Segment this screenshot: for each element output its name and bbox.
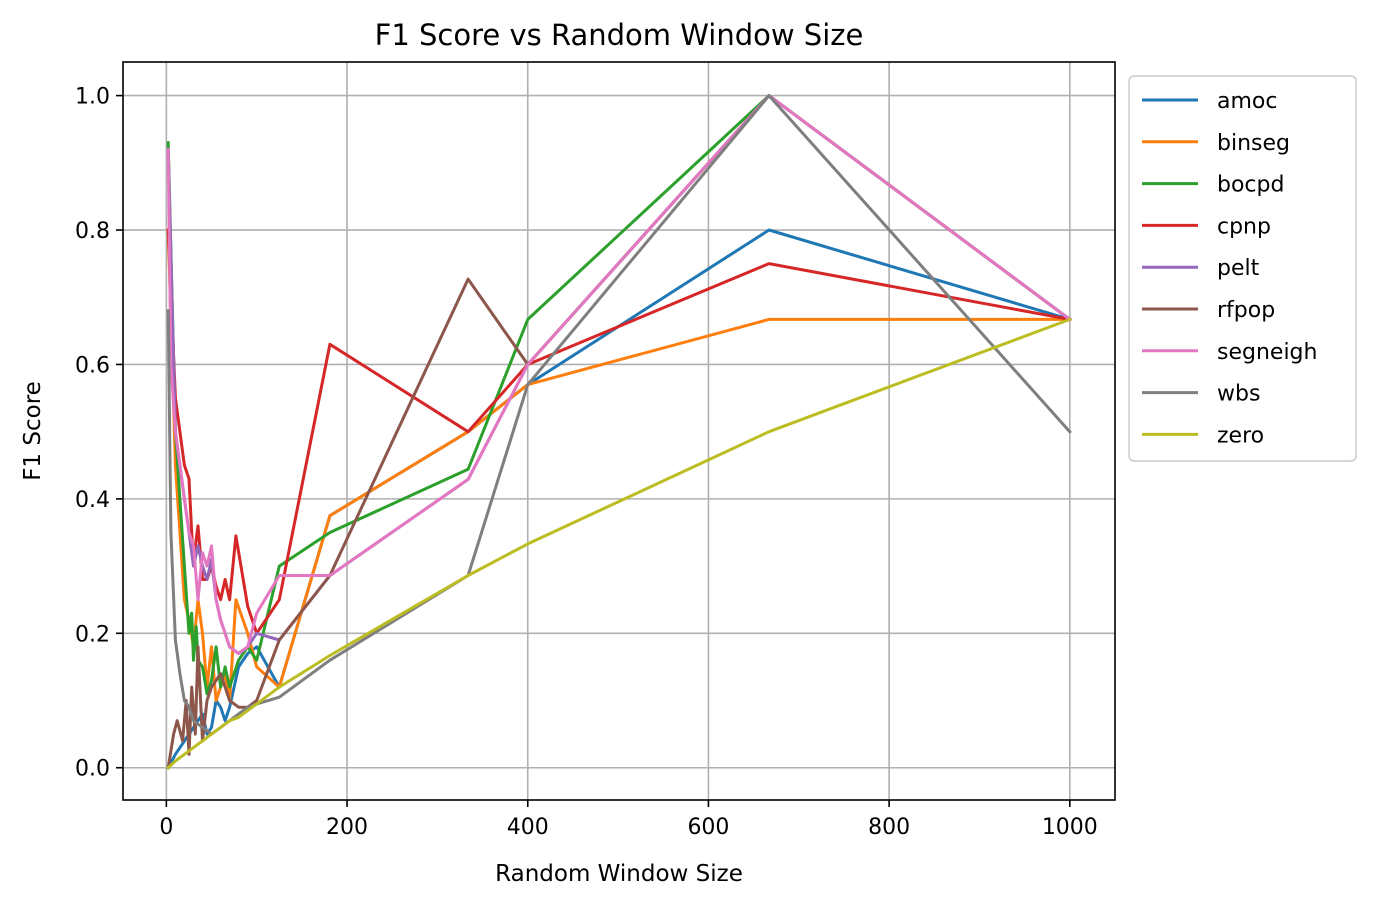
y-tick-label: 0.4 bbox=[75, 488, 110, 513]
legend-label-pelt: pelt bbox=[1217, 256, 1260, 281]
legend-label-bocpd: bocpd bbox=[1217, 173, 1284, 198]
legend-box bbox=[1128, 75, 1357, 462]
x-tick-label: 0 bbox=[159, 815, 173, 840]
legend-label-wbs: wbs bbox=[1217, 382, 1260, 407]
legend-label-amoc: amoc bbox=[1217, 89, 1277, 114]
y-axis-label: F1 Score bbox=[20, 381, 46, 481]
plot-frame bbox=[122, 61, 1116, 801]
series-line-segneigh bbox=[166, 94, 1072, 655]
y-tick-label: 0.2 bbox=[75, 622, 110, 647]
series-lines bbox=[166, 94, 1072, 770]
x-axis-label: Random Window Size bbox=[495, 861, 743, 887]
series-line-bocpd bbox=[166, 94, 1072, 696]
y-tick-label: 0.8 bbox=[75, 219, 110, 244]
legend: amoc binseg bocpd cpnp pelt rfpop segneigh wbs z… bbox=[1128, 75, 1357, 462]
y-axis-ticks: 0.0 0.2 0.4 0.6 0.8 1.0 bbox=[75, 85, 123, 782]
x-tick-label: 600 bbox=[687, 815, 729, 840]
series-line-zero bbox=[166, 317, 1072, 770]
x-tick-label: 400 bbox=[507, 815, 549, 840]
x-tick-label: 200 bbox=[326, 815, 368, 840]
x-tick-label: 800 bbox=[868, 815, 910, 840]
y-tick-label: 1.0 bbox=[75, 85, 110, 110]
y-tick-label: 0.6 bbox=[75, 353, 110, 378]
legend-label-cpnp: cpnp bbox=[1217, 214, 1271, 239]
legend-label-zero: zero bbox=[1217, 423, 1264, 448]
legend-label-rfpop: rfpop bbox=[1217, 298, 1275, 323]
legend-label-binseg: binseg bbox=[1217, 131, 1290, 156]
y-tick-label: 0.0 bbox=[75, 757, 110, 782]
chart-title: F1 Score vs Random Window Size bbox=[375, 18, 864, 52]
x-axis-ticks: 0 200 400 600 800 1000 bbox=[159, 800, 1098, 840]
x-tick-label: 1000 bbox=[1042, 815, 1098, 840]
series-line-cpnp bbox=[166, 228, 1072, 635]
legend-label-segneigh: segneigh bbox=[1217, 340, 1317, 365]
